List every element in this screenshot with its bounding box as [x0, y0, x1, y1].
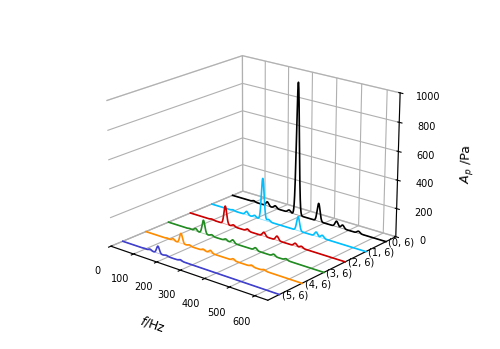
X-axis label: $f$/Hz: $f$/Hz — [138, 313, 167, 335]
